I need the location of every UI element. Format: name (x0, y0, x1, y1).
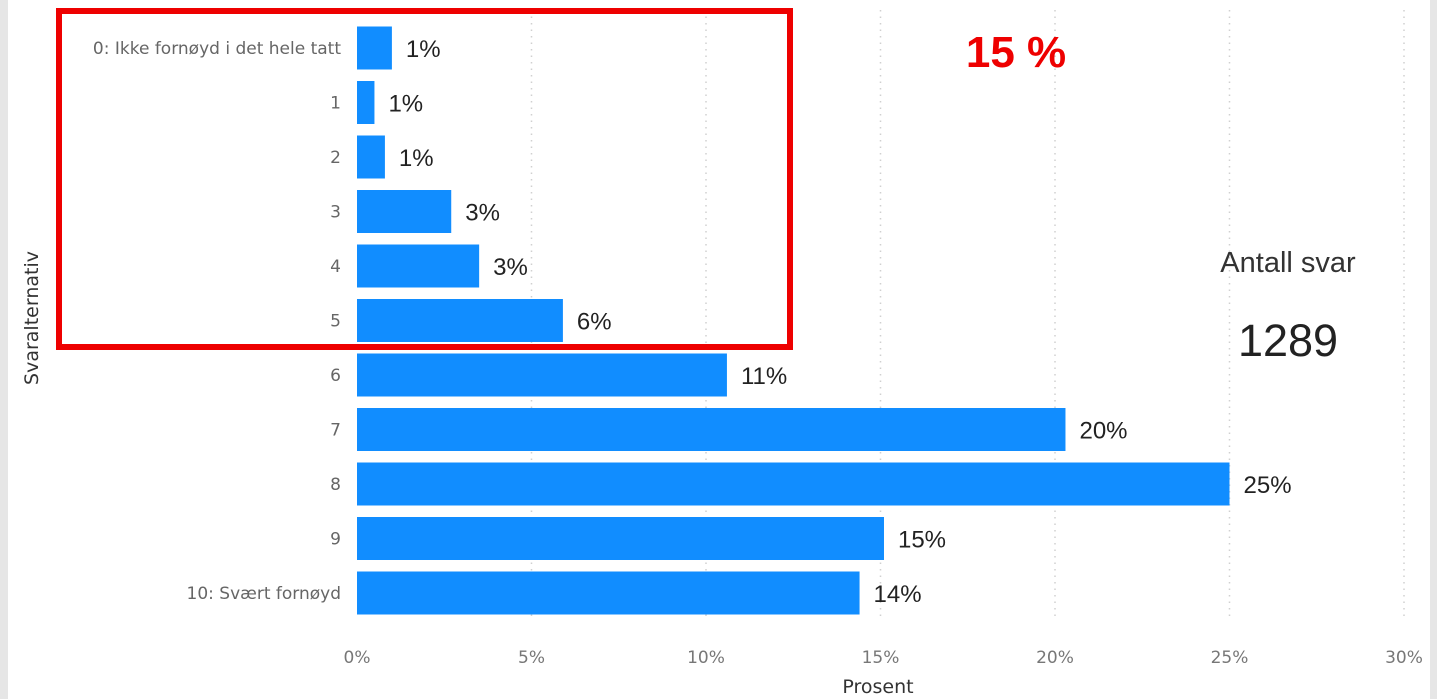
category-label: 1 (330, 94, 341, 114)
bar-chart: 0: Ikke fornøyd i det hele tatt 1 2 3 4 5 6 7 8 9… (21, 8, 1423, 698)
y-axis-title: Svaralternativ (21, 251, 43, 385)
x-tick-label: 30% (1385, 648, 1423, 668)
x-tick-label: 0% (344, 648, 371, 668)
data-label: 25% (1244, 472, 1292, 499)
bar[interactable] (357, 571, 860, 615)
bar[interactable] (357, 299, 563, 342)
x-tick-label: 20% (1036, 648, 1074, 668)
bar[interactable] (357, 190, 452, 233)
data-label: 15% (898, 527, 946, 554)
report-canvas: 0: Ikke fornøyd i det hele tatt 1 2 3 4 5 6 7 8 9… (8, 0, 1430, 699)
bar[interactable] (357, 135, 385, 179)
bar[interactable] (357, 353, 727, 397)
category-label: 8 (330, 475, 341, 495)
data-label: 3% (493, 254, 528, 281)
data-label: 6% (577, 309, 612, 336)
x-tick-label: 10% (687, 648, 725, 668)
bar[interactable] (357, 462, 1230, 506)
category-label: 5 (330, 312, 341, 332)
bar[interactable] (357, 408, 1066, 451)
category-label: 2 (330, 148, 341, 168)
category-label: 10: Svært fornøyd (187, 584, 341, 604)
data-label: 3% (465, 200, 500, 227)
category-label: 9 (330, 530, 341, 550)
data-label: 1% (399, 145, 434, 172)
bar[interactable] (357, 517, 884, 560)
category-label: 0: Ikke fornøyd i det hele tatt (93, 39, 341, 59)
data-label: 14% (874, 581, 922, 608)
card-value: 1289 (1238, 315, 1338, 366)
x-tick-label: 5% (518, 648, 545, 668)
category-labels: 0: Ikke fornøyd i det hele tatt 1 2 3 4 5 6 7 8 9… (93, 39, 341, 604)
data-label: 11% (741, 363, 787, 390)
x-tick-label: 15% (862, 648, 900, 668)
bars (357, 26, 1230, 615)
category-label: 3 (330, 203, 341, 223)
bar[interactable] (357, 244, 480, 288)
category-label: 7 (330, 421, 341, 441)
x-tick-label: 25% (1211, 648, 1249, 668)
x-tick-labels: 0% 5% 10% 15% 20% 25% 30% (344, 648, 1423, 668)
data-labels: 1% 1% 1% 3% 3% 6% 11% 20% 25% 15% 14% (388, 36, 1291, 608)
bar[interactable] (357, 81, 375, 124)
category-label: 6 (330, 366, 341, 386)
card-label: Antall svar (1220, 247, 1356, 279)
data-label: 20% (1079, 418, 1127, 445)
data-label: 1% (406, 36, 441, 63)
highlight-percentage: 15 % (966, 28, 1066, 77)
category-label: 4 (330, 257, 341, 277)
data-label: 1% (388, 91, 423, 118)
x-axis-title: Prosent (842, 676, 913, 698)
highlight-box (56, 8, 793, 350)
bar[interactable] (357, 26, 392, 70)
